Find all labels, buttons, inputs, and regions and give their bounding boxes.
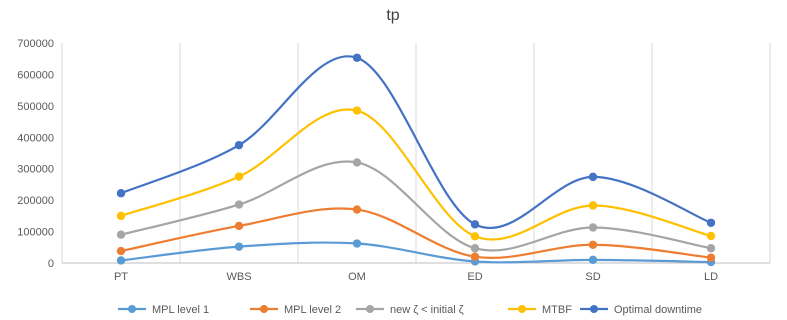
data-point (234, 200, 244, 209)
data-point (116, 189, 126, 198)
x-tick-label: ED (467, 271, 482, 283)
legend-label: MTBF (542, 304, 572, 316)
y-axis: 0 100000 200000 300000 400000 500000 600000 700… (17, 38, 54, 270)
data-point (706, 244, 716, 253)
data-point (706, 253, 716, 262)
series-group (116, 53, 716, 267)
data-point (234, 140, 244, 150)
legend-marker (518, 305, 526, 313)
data-point (116, 230, 126, 239)
x-tick-label: PT (114, 271, 128, 283)
data-point (588, 223, 598, 232)
data-point (234, 242, 244, 251)
legend-label: Optimal downtime (614, 304, 702, 316)
series-2 (116, 205, 716, 262)
legend-marker (260, 305, 268, 313)
x-tick-label: WBS (226, 271, 251, 283)
series-line (120, 108, 712, 241)
legend-item: new ζ < initial ζ (356, 304, 464, 316)
data-point (588, 255, 598, 265)
x-axis: PT WBS OM ED SD LD (114, 271, 718, 283)
data-point (470, 220, 480, 229)
legend-item: MTBF (508, 304, 572, 316)
series-4 (116, 106, 716, 241)
x-tick-label: OM (348, 271, 366, 283)
data-point (352, 53, 362, 62)
data-point (588, 201, 598, 210)
legend-marker (128, 305, 136, 313)
legend-item: Optimal downtime (580, 304, 702, 316)
legend-label: MPL level 1 (152, 304, 209, 316)
data-point (470, 244, 480, 253)
legend-label: new ζ < initial ζ (390, 304, 464, 316)
legend-marker (366, 305, 374, 313)
data-point (352, 158, 362, 167)
chart-title: tp (386, 7, 399, 24)
x-tick-label: SD (585, 271, 600, 283)
data-point (116, 211, 126, 221)
legend-item: MPL level 1 (118, 304, 209, 316)
y-tick-label: 400000 (17, 132, 54, 144)
legend-item: MPL level 2 (250, 304, 341, 316)
y-tick-label: 300000 (17, 164, 54, 176)
data-point (470, 232, 480, 241)
y-tick-label: 600000 (17, 69, 54, 81)
data-point (352, 205, 362, 214)
data-point (116, 246, 126, 256)
y-tick-label: 0 (48, 258, 54, 270)
data-point (706, 218, 716, 227)
legend: MPL level 1 MPL level 2 new ζ < initial ζ M… (118, 304, 702, 316)
y-tick-label: 100000 (17, 227, 54, 239)
series-3 (116, 158, 716, 253)
y-tick-label: 200000 (17, 195, 54, 207)
series-1 (116, 239, 716, 267)
data-point (352, 239, 362, 248)
data-point (706, 231, 716, 241)
x-tick-label: LD (704, 271, 718, 283)
data-point (116, 256, 126, 265)
y-tick-label: 700000 (17, 38, 54, 50)
data-point (588, 240, 598, 249)
series-5 (116, 53, 716, 229)
data-point (470, 252, 480, 261)
data-point (352, 106, 362, 115)
series-line (120, 207, 712, 259)
series-line (120, 241, 712, 264)
legend-marker (590, 305, 598, 313)
y-tick-label: 500000 (17, 101, 54, 113)
data-point (234, 221, 244, 231)
grid-lines (61, 43, 771, 264)
data-point (588, 172, 598, 182)
legend-label: MPL level 2 (284, 304, 341, 316)
data-point (234, 172, 244, 181)
